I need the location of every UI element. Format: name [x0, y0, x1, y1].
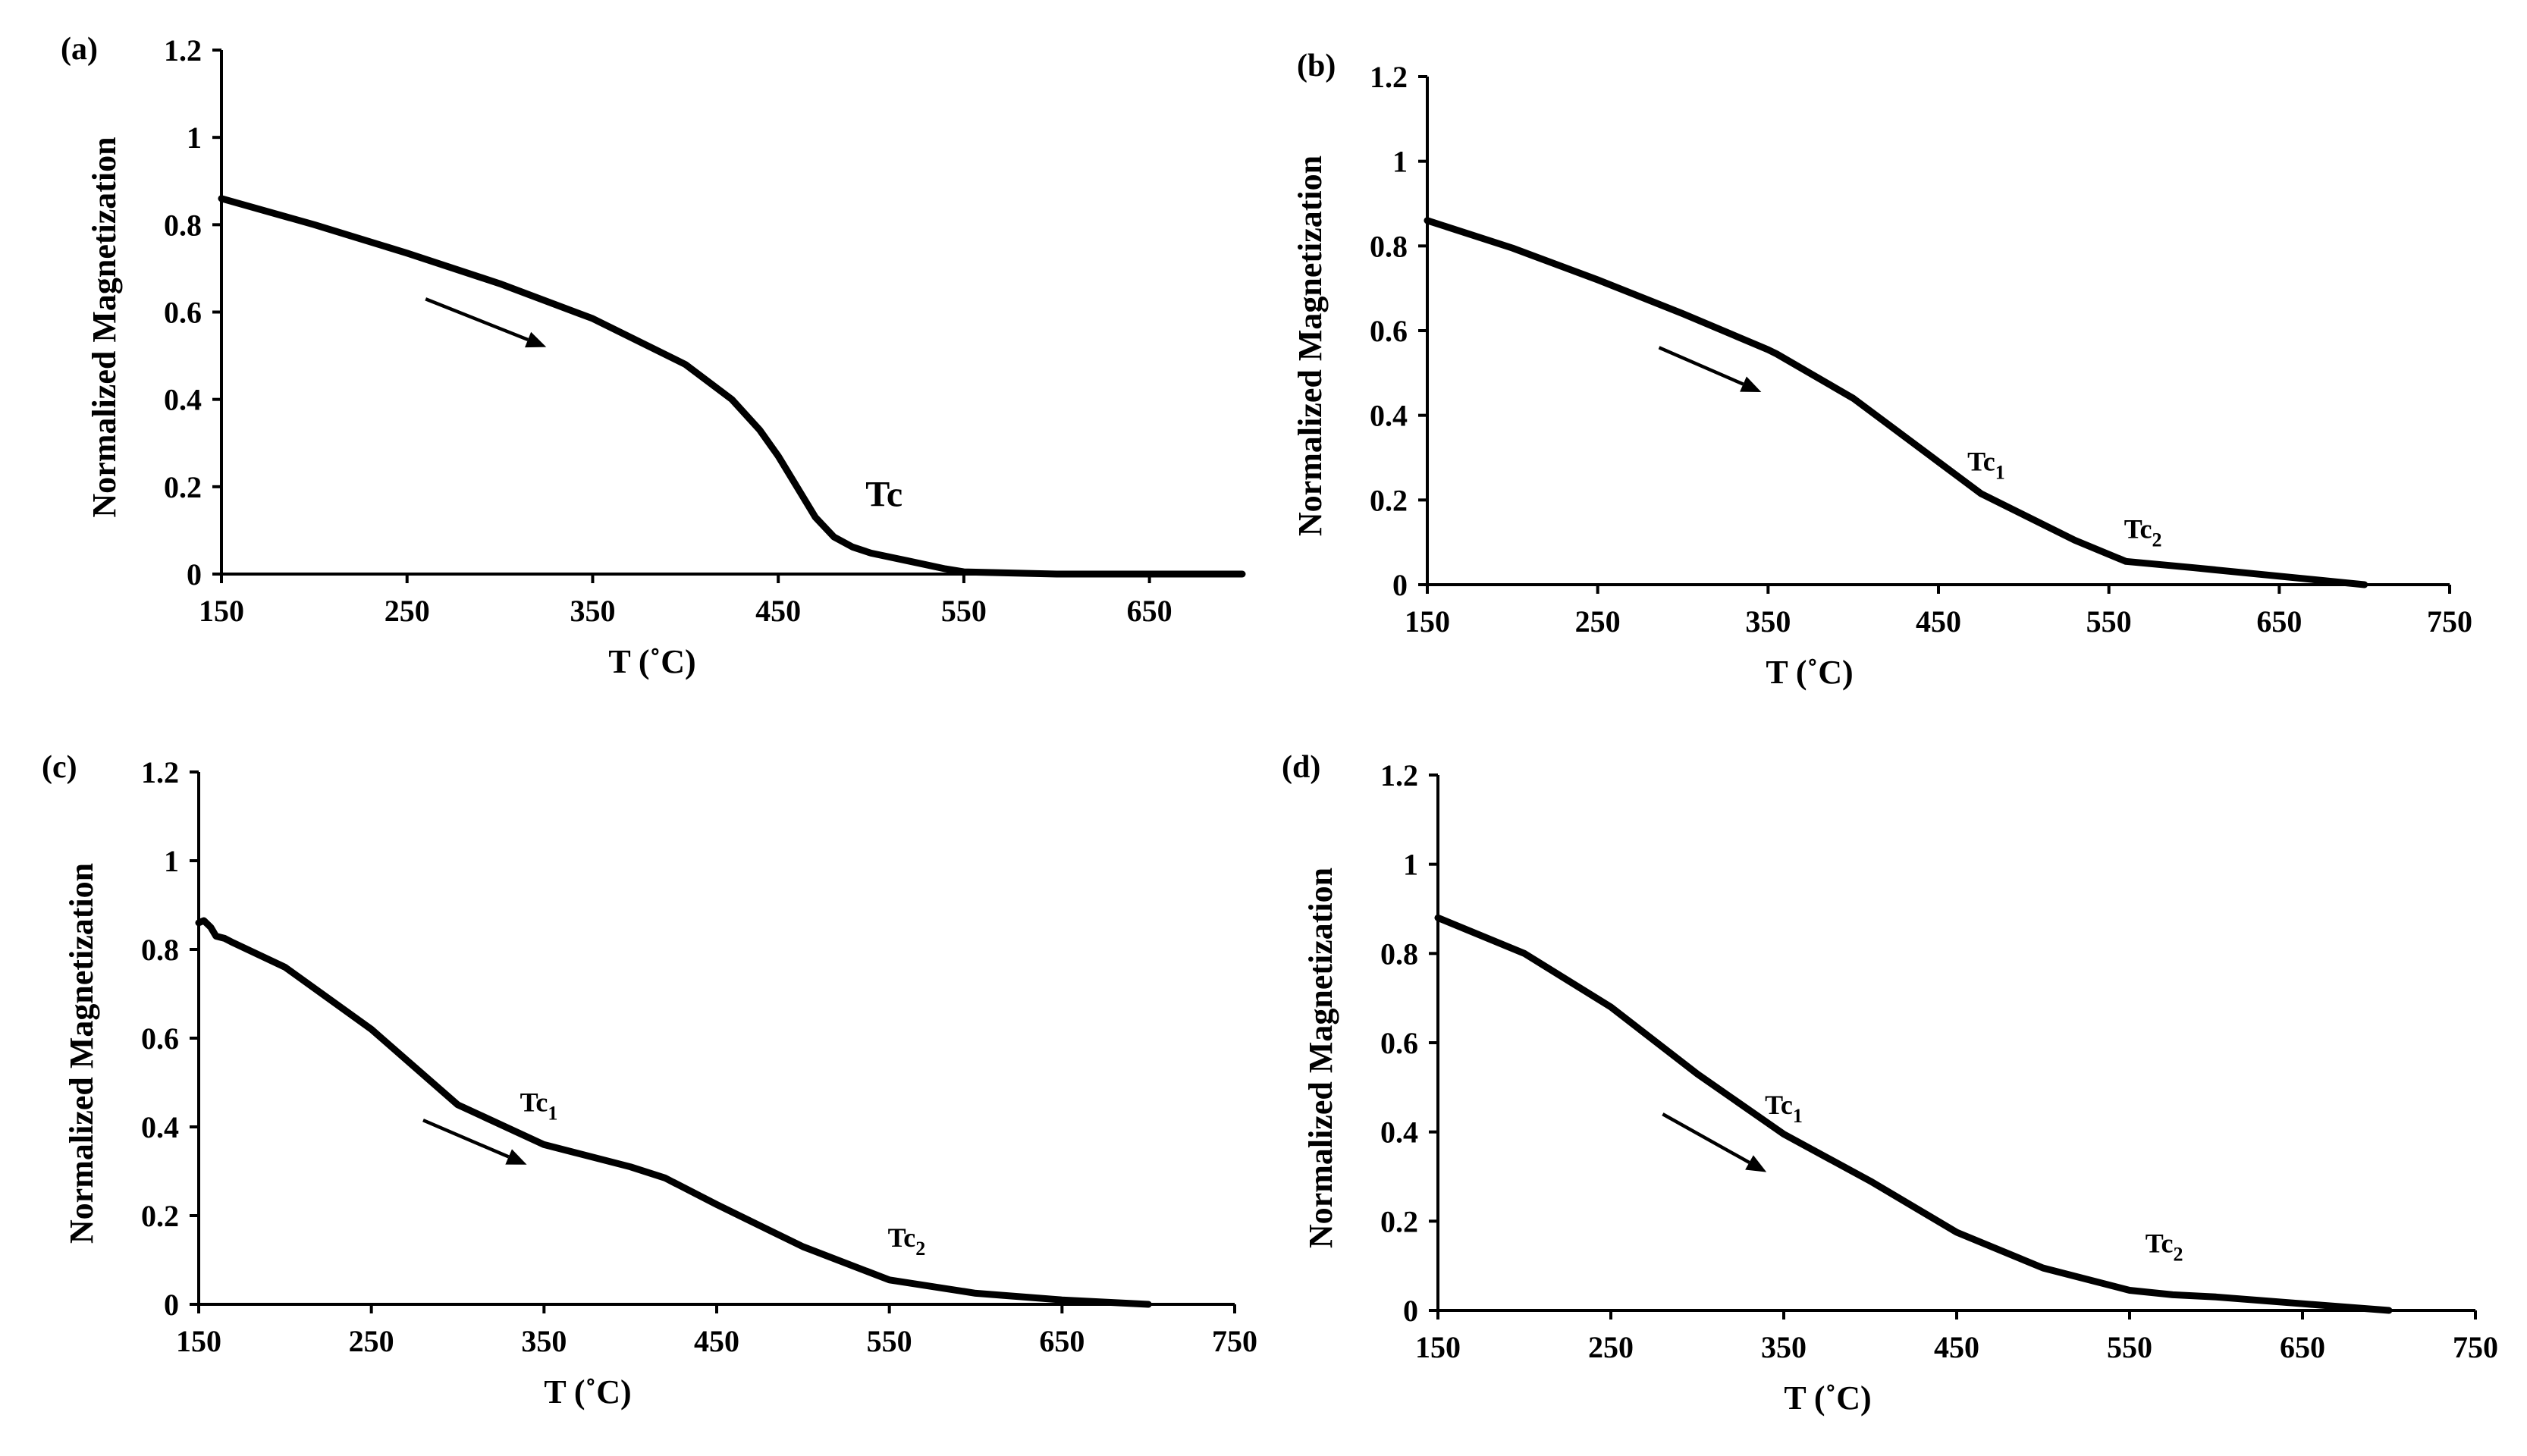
x-tick-label: 650	[2256, 604, 2302, 639]
series-line	[218, 195, 1246, 578]
x-tick-label: 650	[1127, 594, 1172, 628]
x-tick-label: 450	[1916, 604, 1961, 639]
heating-arrow-head	[525, 331, 547, 348]
x-tick-label: 150	[199, 594, 244, 628]
y-tick-label: 1.2	[141, 755, 179, 789]
x-tick-label: 750	[1212, 1324, 1257, 1358]
y-axis-title: Normalized Magnetization	[86, 136, 123, 517]
x-tick-label: 450	[755, 594, 801, 628]
x-tick-label: 250	[1575, 604, 1621, 639]
y-tick-label: 0.8	[141, 933, 179, 967]
x-tick-label: 750	[2427, 604, 2472, 639]
y-tick-label: 0.4	[1380, 1116, 1418, 1150]
x-tick-label: 750	[2453, 1330, 2498, 1364]
x-tick-label: 550	[867, 1324, 912, 1358]
y-tick-label: 0.2	[1380, 1204, 1418, 1238]
series-line	[1424, 217, 2368, 588]
panel-d: 0 0.2 0.4 0.6 0.8 1 1.2 150 250 350 450 550 650 750 T …	[1282, 750, 2498, 1417]
y-tick-label: 0.6	[141, 1021, 179, 1056]
series-line	[195, 917, 1152, 1308]
x-tick-label: 550	[941, 594, 987, 628]
x-tick-label: 150	[176, 1324, 221, 1358]
panel-a: 0 0.2 0.4 0.6 0.8 1 1.2 150 250 350 450 550 650 T (˚C…	[61, 32, 1246, 680]
y-axis-title: Normalized Magnetization	[63, 863, 100, 1244]
x-tick-label: 550	[2107, 1330, 2152, 1364]
y-tick-label: 0.8	[1380, 937, 1418, 971]
y-tick-label: 0.2	[141, 1199, 179, 1233]
curie-temperature-label: Tc1	[1765, 1090, 1803, 1127]
x-tick-label: 150	[1415, 1330, 1461, 1364]
heating-arrow-head	[505, 1149, 527, 1165]
y-axis-title: Normalized Magnetization	[1292, 155, 1329, 536]
panel-label: (b)	[1297, 49, 1336, 83]
y-tick-label: 0	[164, 1288, 179, 1322]
y-tick-label: 0.8	[164, 208, 202, 242]
y-tick-label: 1.2	[1380, 758, 1418, 792]
x-tick-label: 350	[570, 594, 615, 628]
y-tick-label: 0.6	[1380, 1026, 1418, 1060]
heating-arrow-head	[1745, 1155, 1767, 1172]
heating-arrow-shaft	[422, 1119, 510, 1159]
x-axis-title: T (˚C)	[608, 643, 695, 680]
x-tick-label: 250	[1588, 1330, 1634, 1364]
y-tick-label: 1	[187, 121, 202, 155]
heating-arrow-head	[1740, 376, 1762, 392]
panel-label: (a)	[61, 32, 98, 67]
x-tick-label: 350	[521, 1324, 567, 1358]
y-tick-label: 0.6	[1370, 314, 1408, 348]
x-tick-label: 150	[1405, 604, 1450, 639]
y-tick-label: 0.4	[1370, 399, 1408, 433]
y-axis-title: Normalized Magnetization	[1302, 868, 1339, 1248]
x-tick-label: 350	[1745, 604, 1791, 639]
x-tick-label: 250	[349, 1324, 394, 1358]
x-axis-title: T (˚C)	[1784, 1379, 1871, 1417]
series-line	[1434, 914, 2393, 1314]
y-tick-label: 0.2	[1370, 483, 1408, 517]
heating-arrow-shaft	[425, 297, 529, 342]
y-tick-label: 1	[1392, 145, 1408, 179]
y-tick-label: 1.2	[164, 33, 202, 67]
x-tick-label: 450	[1934, 1330, 1979, 1364]
y-tick-label: 1	[164, 844, 179, 878]
panel-b: 0 0.2 0.4 0.6 0.8 1 1.2 150 250 350 450 550 650 750 T …	[1292, 49, 2472, 691]
y-tick-label: 0	[1392, 568, 1408, 602]
curie-temperature-label: Tc2	[2124, 514, 2162, 551]
y-tick-label: 1.2	[1370, 60, 1408, 94]
curie-temperature-label: Tc	[865, 475, 902, 515]
panel-c: 0 0.2 0.4 0.6 0.8 1 1.2 150 250 350 450 550 650 750 T …	[42, 750, 1257, 1410]
curie-temperature-label: Tc2	[888, 1222, 926, 1260]
x-axis-title: T (˚C)	[544, 1373, 631, 1410]
curie-temperature-label: Tc2	[2146, 1228, 2183, 1266]
y-tick-label: 0.6	[164, 296, 202, 330]
y-tick-label: 0.8	[1370, 229, 1408, 263]
y-tick-label: 0	[1403, 1294, 1418, 1328]
x-tick-label: 650	[2280, 1330, 2325, 1364]
x-tick-label: 350	[1761, 1330, 1807, 1364]
panel-label: (c)	[42, 750, 77, 785]
heating-arrow-shaft	[1662, 1112, 1750, 1164]
y-tick-label: 0.2	[164, 470, 202, 504]
heating-arrow-shaft	[1658, 346, 1744, 386]
y-tick-label: 0	[187, 557, 202, 592]
curie-temperature-label: Tc1	[520, 1087, 558, 1125]
y-tick-label: 0.4	[141, 1110, 179, 1144]
x-axis-title: T (˚C)	[1766, 654, 1853, 691]
y-tick-label: 1	[1403, 848, 1418, 882]
x-tick-label: 550	[2086, 604, 2132, 639]
x-tick-label: 250	[385, 594, 430, 628]
panel-label: (d)	[1282, 750, 1320, 785]
x-tick-label: 650	[1039, 1324, 1085, 1358]
curie-temperature-label: Tc1	[1967, 446, 2005, 483]
y-tick-label: 0.4	[164, 383, 202, 417]
x-tick-label: 450	[694, 1324, 739, 1358]
